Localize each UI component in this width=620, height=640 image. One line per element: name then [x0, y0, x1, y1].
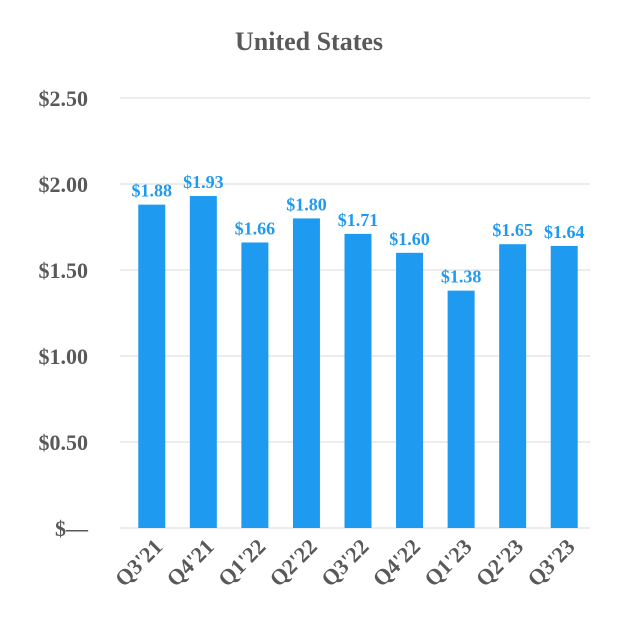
y-tick-label: $— [55, 516, 89, 541]
x-tick-label: Q4'21 [161, 534, 218, 591]
bar [241, 242, 269, 529]
bar [292, 218, 320, 528]
chart-title: United States [235, 27, 383, 56]
data-labels: $1.88 $1.93 $1.66 $1.80 $1.71 $1.60 $1.38 $1.65… [132, 172, 585, 287]
data-label: $1.93 [183, 172, 224, 192]
bar [138, 204, 166, 528]
bars [138, 196, 578, 529]
x-tick-label: Q4'22 [368, 534, 425, 591]
y-axis-ticks: $— $0.50 $1.00 $1.50 $2.00 $2.50 [39, 86, 90, 541]
y-tick-label: $0.50 [39, 430, 89, 455]
bar [396, 252, 424, 529]
data-label: $1.38 [441, 267, 482, 287]
bar [344, 233, 372, 528]
data-label: $1.88 [132, 181, 173, 201]
x-tick-label: Q1'23 [419, 534, 476, 591]
bar [550, 245, 578, 529]
x-tick-label: Q3'22 [316, 534, 373, 591]
data-label: $1.64 [544, 222, 585, 242]
data-label: $1.66 [235, 218, 276, 238]
data-label: $1.65 [492, 220, 533, 240]
bar [189, 196, 217, 529]
x-tick-label: Q3'21 [110, 534, 167, 591]
data-label: $1.60 [389, 229, 430, 249]
x-tick-label: Q2'23 [471, 534, 528, 591]
x-tick-label: Q1'22 [213, 534, 270, 591]
y-tick-label: $1.50 [39, 258, 89, 283]
bar [499, 244, 527, 528]
bar [447, 290, 475, 528]
data-label: $1.71 [338, 210, 379, 230]
y-tick-label: $1.00 [39, 344, 89, 369]
x-axis-ticks: Q3'21Q4'21Q1'22Q2'22Q3'22Q4'22Q1'23Q2'23… [110, 534, 580, 591]
x-tick-label: Q2'22 [265, 534, 322, 591]
y-tick-label: $2.00 [39, 172, 89, 197]
y-tick-label: $2.50 [39, 86, 89, 111]
x-tick-label: Q3'23 [522, 534, 579, 591]
data-label: $1.80 [286, 194, 327, 214]
